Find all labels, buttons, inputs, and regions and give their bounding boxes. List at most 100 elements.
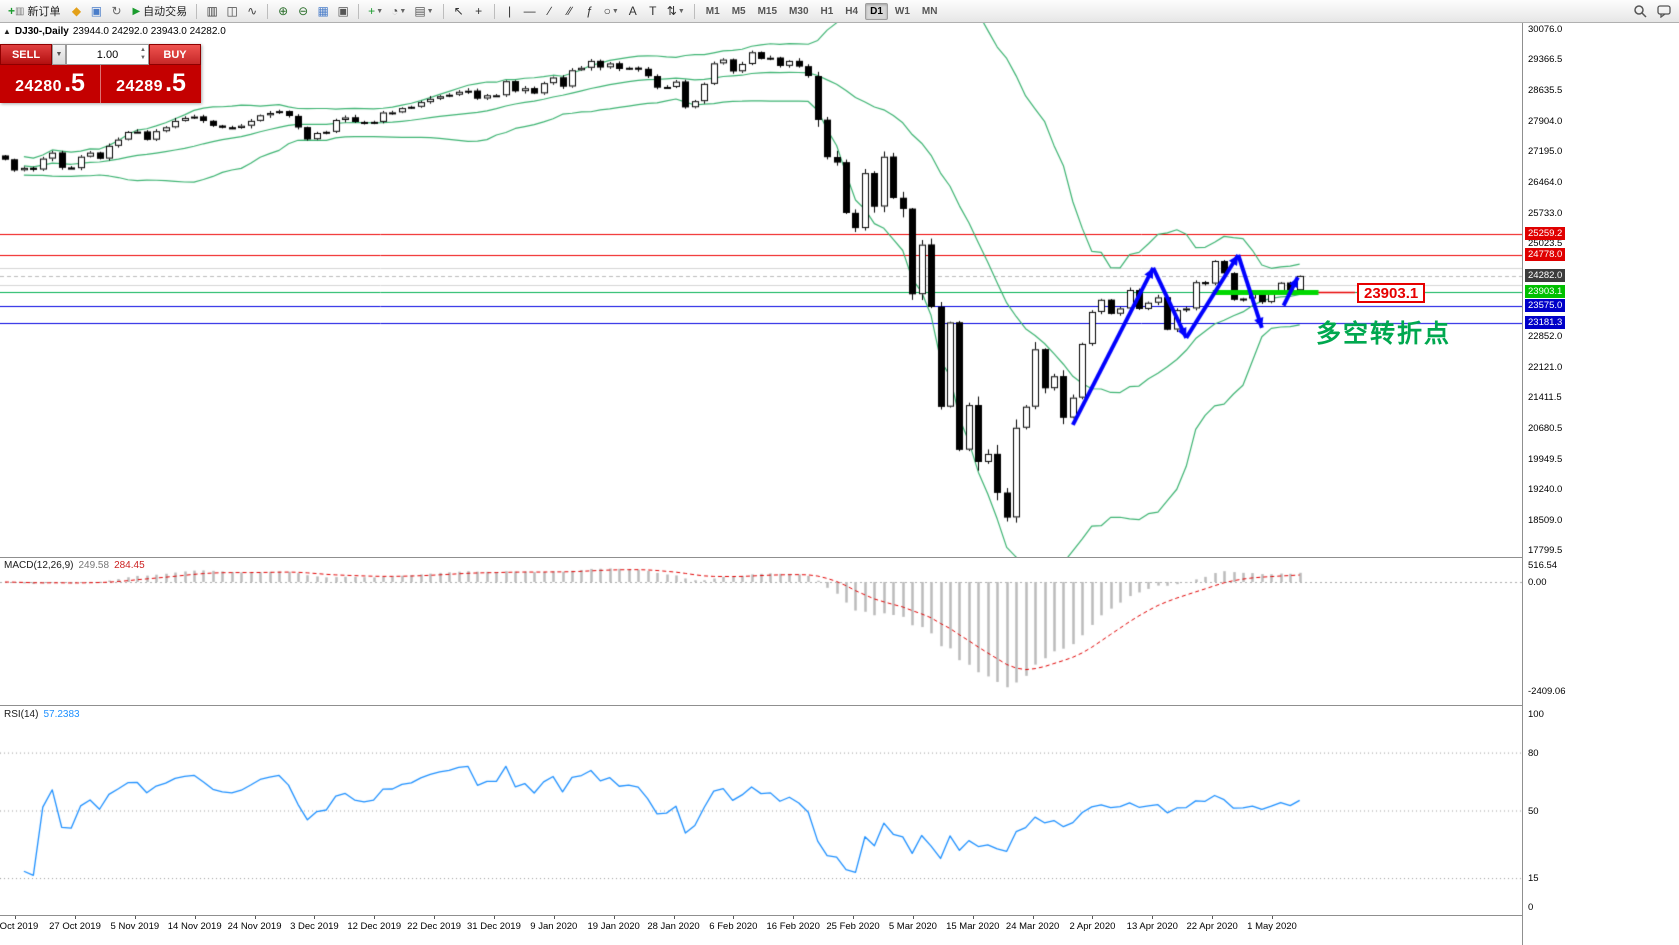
- sell-price[interactable]: 24280 .5: [0, 65, 101, 103]
- rsi-panel-canvas[interactable]: [0, 706, 1522, 915]
- price-axis-label: 25733.0: [1528, 208, 1563, 220]
- date-label: 3 Dec 2019: [290, 921, 339, 932]
- horizontal-line-icon[interactable]: —: [520, 2, 540, 21]
- arrows-icon[interactable]: ⇅ ▼: [663, 2, 689, 21]
- date-label: 6 Feb 2020: [709, 921, 758, 932]
- toolbar-separator: [196, 3, 198, 19]
- cursor-icon[interactable]: ↖: [449, 2, 469, 21]
- buy-button[interactable]: BUY: [149, 44, 201, 65]
- date-label: 2 Apr 2020: [1069, 921, 1116, 932]
- date-label: 31 Dec 2019: [467, 921, 521, 932]
- volume-dropdown-button[interactable]: ▼: [52, 44, 66, 65]
- line-chart-icon[interactable]: ∿: [242, 2, 262, 21]
- fibonacci-icon[interactable]: ƒ: [580, 2, 600, 21]
- shapes-icon[interactable]: ○ ▼: [600, 2, 623, 21]
- timeframe-w1-button[interactable]: W1: [890, 3, 915, 20]
- trendline-icon[interactable]: ∕: [540, 2, 560, 21]
- volume-field[interactable]: 1.00 ▲ ▼: [66, 44, 149, 65]
- chat-icon[interactable]: [1653, 2, 1675, 21]
- price-axis-label: 19240.0: [1528, 483, 1563, 495]
- macd-panel-canvas[interactable]: [0, 558, 1522, 705]
- periods-icon[interactable]: ◔ ▼: [387, 2, 410, 21]
- rsi-axis-label: 0: [1528, 902, 1534, 913]
- date-tick: [134, 916, 136, 919]
- buy-price[interactable]: 24289 .5: [101, 65, 201, 103]
- date-tick: [553, 916, 555, 919]
- timeframe-h1-button[interactable]: H1: [816, 3, 839, 20]
- panel-separator[interactable]: [0, 915, 1679, 916]
- candlestick-chart-icon[interactable]: ◫: [222, 2, 242, 21]
- grid-icon[interactable]: ▦: [313, 2, 333, 21]
- new-order-label: 新订单: [27, 6, 61, 18]
- panel-separator[interactable]: [0, 557, 1679, 558]
- date-label: 25 Feb 2020: [826, 921, 880, 932]
- date-tick: [314, 916, 316, 919]
- date-tick: [194, 916, 196, 919]
- timeframe-h4-button[interactable]: H4: [840, 3, 863, 20]
- price-badge: 23181.3: [1525, 315, 1566, 329]
- price-axis-label: 20680.5: [1528, 422, 1563, 434]
- crosshair-icon[interactable]: +: [469, 2, 489, 21]
- price-axis-label: 29366.5: [1528, 54, 1563, 66]
- date-tick: [613, 916, 615, 919]
- price-axis-label: 22852.0: [1528, 330, 1563, 342]
- zoom-in-icon[interactable]: ⊕: [273, 2, 293, 21]
- timeframe-m30-button[interactable]: M30: [784, 3, 813, 20]
- date-tick: [853, 916, 855, 919]
- macd-axis-label: -2409.06: [1528, 686, 1566, 697]
- label-icon[interactable]: T: [643, 2, 663, 21]
- price-badge: 23903.1: [1525, 284, 1566, 298]
- timeframe-mn-button[interactable]: MN: [917, 3, 943, 20]
- rsi-axis-label: 100: [1528, 709, 1544, 720]
- date-label: 1 May 2020: [1247, 921, 1297, 932]
- zoom-out-icon[interactable]: ⊖: [293, 2, 313, 21]
- sell-button[interactable]: SELL: [0, 44, 52, 65]
- price-badge: 23575.0: [1525, 298, 1566, 312]
- panel-separator[interactable]: [0, 705, 1679, 706]
- date-label: 5 Mar 2020: [888, 921, 937, 932]
- rsi-value: 57.2383: [43, 709, 80, 720]
- price-badge: 25259.2: [1525, 227, 1566, 241]
- price-axis: 30076.0 29366.5 28635.5 27904.0 27195.0 26464…: [1522, 23, 1679, 945]
- bar-chart-icon[interactable]: ▥: [202, 2, 222, 21]
- date-label: 19 Jan 2020: [587, 921, 640, 932]
- date-tick: [1092, 916, 1094, 919]
- date-label: 15 Mar 2020: [946, 921, 1000, 932]
- indicators-icon[interactable]: + ▼: [364, 2, 387, 21]
- sell-price-pips: .5: [64, 69, 85, 97]
- timeframe-m1-button[interactable]: M1: [701, 3, 725, 20]
- templates-icon[interactable]: ▤ ▼: [410, 2, 437, 21]
- price-axis-label: 30076.0: [1528, 24, 1563, 35]
- timeframe-m5-button[interactable]: M5: [727, 3, 751, 20]
- date-tick: [15, 916, 16, 919]
- timeframe-d1-button[interactable]: D1: [865, 2, 888, 20]
- date-tick: [493, 916, 495, 919]
- date-label: 7 Oct 2019: [0, 921, 39, 932]
- new-order-button[interactable]: + ▥ 新订单: [4, 2, 64, 21]
- date-label: 24 Mar 2020: [1005, 921, 1060, 932]
- candlestick-chart-canvas[interactable]: [0, 23, 1522, 557]
- mql5-community-icon[interactable]: ◆: [66, 2, 86, 21]
- date-tick: [673, 916, 675, 919]
- channel-icon[interactable]: ∕∕: [560, 2, 580, 21]
- tile-windows-icon[interactable]: ▣: [333, 2, 353, 21]
- one-click-trading-panel: SELL ▼ 1.00 ▲ ▼ BUY 24280 .5 24289 .5: [0, 44, 201, 103]
- price-axis-label: 17799.5: [1528, 545, 1563, 556]
- text-icon[interactable]: A: [623, 2, 643, 21]
- rsi-axis-label: 50: [1528, 805, 1539, 817]
- vertical-line-icon[interactable]: |: [500, 2, 520, 21]
- search-icon[interactable]: [1629, 2, 1651, 21]
- date-tick: [374, 916, 376, 919]
- volume-spinner[interactable]: ▲ ▼: [140, 47, 146, 61]
- price-axis-label: 27904.0: [1528, 116, 1563, 128]
- date-tick: [434, 916, 436, 919]
- date-tick: [912, 916, 914, 919]
- price-badge: 24778.0: [1525, 247, 1566, 261]
- volume-value: 1.00: [96, 48, 119, 61]
- rsi-axis-label: 80: [1528, 747, 1539, 759]
- date-tick: [254, 916, 256, 919]
- timeframe-m15-button[interactable]: M15: [753, 3, 782, 20]
- user-profile-icon[interactable]: ▣: [86, 2, 106, 21]
- refresh-icon[interactable]: ↻: [106, 2, 126, 21]
- auto-trading-button[interactable]: ▶ 自动交易: [128, 2, 191, 21]
